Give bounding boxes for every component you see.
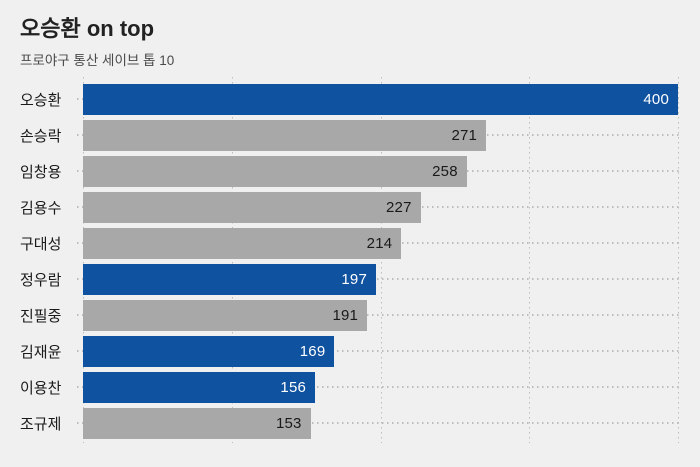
bar: 153 (83, 407, 311, 439)
category-label: 오승환 (20, 91, 62, 109)
bar-value-label: 271 (451, 126, 478, 144)
chart-row: 오승환 400 (0, 81, 700, 117)
row-gridline (77, 278, 680, 280)
chart-row: 이용찬 156 (0, 369, 700, 405)
bar-area: 400 (77, 81, 700, 117)
row-gridline (77, 422, 680, 424)
bar-area: 156 (77, 369, 700, 405)
bar: 227 (83, 191, 421, 223)
bar-value-label: 214 (366, 234, 393, 252)
category-label: 김용수 (20, 199, 62, 217)
chart-row: 김재윤 169 (0, 333, 700, 369)
category-label: 이용찬 (20, 379, 62, 397)
bar: 214 (83, 227, 402, 259)
bar-area: 258 (77, 153, 700, 189)
bar-area: 169 (77, 333, 700, 369)
bar-value-label: 156 (280, 378, 307, 396)
bar-value-label: 197 (341, 270, 368, 288)
row-gridline (77, 350, 680, 352)
bar-area: 191 (77, 297, 700, 333)
bar-area: 227 (77, 189, 700, 225)
row-gridline (77, 386, 680, 388)
chart-row: 조규제 153 (0, 405, 700, 441)
bar-value-label: 153 (275, 414, 302, 432)
chart-row: 임창용 258 (0, 153, 700, 189)
chart-row: 구대성 214 (0, 225, 700, 261)
category-label: 임창용 (20, 163, 62, 181)
bar-area: 214 (77, 225, 700, 261)
chart-row: 손승락 271 (0, 117, 700, 153)
bar-value-label: 191 (332, 306, 359, 324)
bar: 191 (83, 299, 368, 331)
bar-value-label: 169 (299, 342, 326, 360)
chart-subtitle: 프로야구 통산 세이브 톱 10 (20, 53, 175, 69)
bar: 271 (83, 119, 487, 151)
bar: 169 (83, 335, 335, 367)
bar-value-label: 258 (432, 162, 458, 180)
chart-row: 진필중 191 (0, 297, 700, 333)
row-gridline (77, 314, 680, 316)
category-label: 조규제 (20, 415, 62, 433)
category-label: 정우람 (20, 271, 62, 289)
bar: 258 (83, 155, 467, 187)
bar-area: 271 (77, 117, 700, 153)
chart-row: 김용수 227 (0, 189, 700, 225)
chart-header: 오승환 on top 프로야구 통산 세이브 톱 10 (20, 16, 680, 69)
category-label: 구대성 (20, 235, 62, 253)
bar: 400 (83, 83, 678, 115)
chart-row: 정우람 197 (0, 261, 700, 297)
bar-chart: 오승환 400 손승락 271 임창용 258 김용수 227 구대성 214 정우람 197 진필중 1… (0, 81, 700, 441)
category-label: 김재윤 (20, 343, 62, 361)
category-label: 손승락 (20, 127, 62, 145)
bar: 197 (83, 263, 377, 295)
category-label: 진필중 (20, 307, 62, 325)
chart-title: 오승환 on top (20, 16, 155, 41)
bar: 156 (83, 371, 316, 403)
bar-area: 153 (77, 405, 700, 441)
bar-value-label: 227 (386, 198, 412, 216)
bar-area: 197 (77, 261, 700, 297)
bar-value-label: 400 (643, 90, 669, 108)
